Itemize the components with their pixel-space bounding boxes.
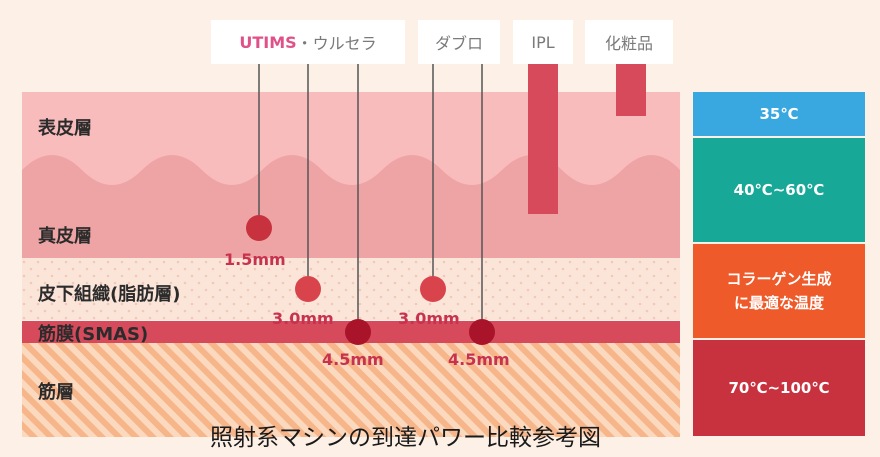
dermis-layer	[22, 155, 680, 258]
depth-label-4-5mm-b: 4.5mm	[448, 350, 510, 369]
temp-70-100-label: 70℃~100℃	[728, 379, 830, 397]
tag-utims-ulthera: UTIMS ・ウルセラ	[211, 20, 405, 64]
focus-point-3-0mm-b	[420, 276, 446, 302]
collagen-label-line2: に最適な温度	[733, 294, 824, 312]
layer-label-dermis: 真皮層	[38, 226, 92, 247]
temp-35-label: 35℃	[759, 105, 799, 123]
layer-label-smas: 筋膜(SMAS)	[38, 324, 149, 345]
dapro-label: ダブロ	[434, 34, 483, 53]
depth-label-4-5mm-a: 4.5mm	[322, 350, 384, 369]
focus-point-3-0mm-a	[295, 276, 321, 302]
temp-box-70-100: 70℃~100℃	[693, 340, 865, 436]
tag-dapro: ダブロ	[418, 20, 500, 64]
diagram-title: 照射系マシンの到達パワー比較参考図	[210, 425, 601, 451]
focus-point-4-5mm-a	[345, 319, 371, 345]
temp-box-collagen: コラーゲン生成 に最適な温度	[693, 244, 865, 338]
ipl-penetration-bar	[528, 64, 558, 214]
tag-cosmetics: 化粧品	[585, 20, 673, 64]
collagen-label-line1: コラーゲン生成	[726, 270, 832, 288]
depth-label-3-0mm-a: 3.0mm	[272, 309, 334, 328]
cosmetics-penetration-bar	[616, 64, 646, 116]
cosmetics-label: 化粧品	[604, 34, 653, 53]
focus-point-4-5mm-b	[469, 319, 495, 345]
utims-label: UTIMS	[239, 32, 297, 52]
ipl-label: IPL	[531, 32, 555, 52]
depth-label-3-0mm-b: 3.0mm	[398, 309, 460, 328]
muscle-layer	[22, 343, 680, 437]
temp-40-60-label: 40℃~60℃	[733, 181, 825, 199]
temp-box-40-60: 40℃~60℃	[693, 138, 865, 242]
layer-label-epidermis: 表皮層	[38, 118, 92, 139]
layer-label-muscle: 筋層	[38, 382, 74, 403]
tag-ipl: IPL	[513, 20, 573, 64]
focus-point-1-5mm	[246, 215, 272, 241]
depth-label-1-5mm: 1.5mm	[224, 250, 286, 269]
temp-box-35: 35℃	[693, 92, 865, 136]
ulthera-label: ・ウルセラ	[296, 34, 377, 53]
layer-label-subcutaneous: 皮下組織(脂肪層)	[38, 284, 181, 305]
